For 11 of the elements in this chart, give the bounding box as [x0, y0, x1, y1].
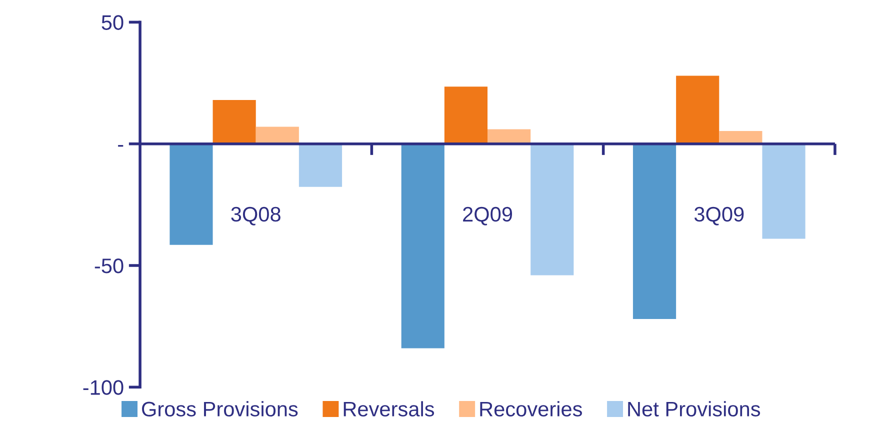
y-tick-label: -50 — [94, 258, 124, 274]
x-tick-label: 2Q09 — [463, 206, 512, 226]
y-tick-label: - — [118, 145, 124, 147]
x-tick-label: 3Q08 — [231, 206, 280, 226]
legend-label: Gross Provisions — [142, 401, 298, 416]
y-tick-label: -100 — [83, 380, 124, 395]
legend-label: Reversals — [344, 401, 434, 416]
x-tick-label: 3Q09 — [694, 206, 744, 226]
y-tick-label: 50 — [102, 15, 124, 30]
legend-label: Net Provisions — [628, 401, 760, 416]
legend-label: Recoveries — [480, 401, 582, 416]
